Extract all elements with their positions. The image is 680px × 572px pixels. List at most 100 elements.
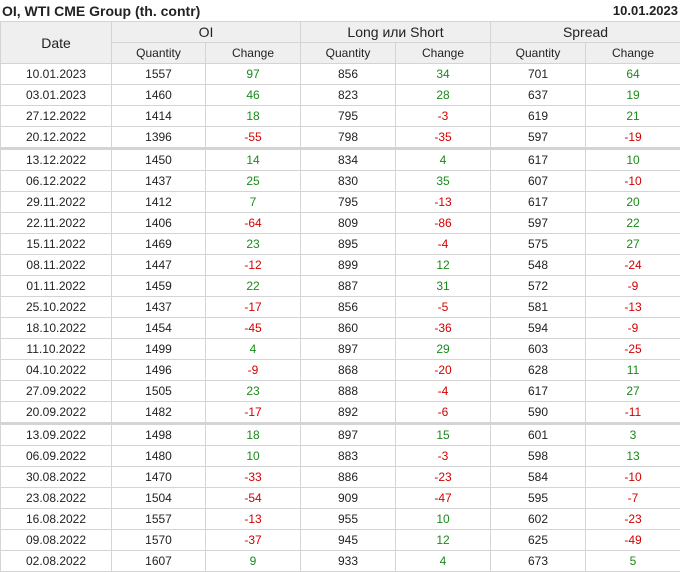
cell-spread-quantity: 581	[491, 297, 586, 318]
cell-date: 04.10.2022	[1, 360, 112, 381]
cell-date: 23.08.2022	[1, 488, 112, 509]
cell-oi-quantity: 1482	[112, 402, 206, 424]
cell-oi-change: -17	[206, 297, 301, 318]
cell-date: 15.11.2022	[1, 234, 112, 255]
cell-spread-quantity: 597	[491, 213, 586, 234]
cell-spread-change: -9	[586, 276, 680, 297]
cell-spread-change: -19	[586, 127, 680, 149]
cell-ls-quantity: 888	[301, 381, 396, 402]
cell-date: 25.10.2022	[1, 297, 112, 318]
cell-ls-quantity: 895	[301, 234, 396, 255]
cell-ls-change: -6	[396, 402, 491, 424]
cell-date: 13.09.2022	[1, 424, 112, 446]
cell-spread-quantity: 617	[491, 192, 586, 213]
cell-spread-change: -11	[586, 402, 680, 424]
cell-spread-quantity: 617	[491, 381, 586, 402]
cell-ls-change: -86	[396, 213, 491, 234]
cell-spread-change: 20	[586, 192, 680, 213]
cell-oi-quantity: 1557	[112, 509, 206, 530]
cell-spread-change: 11	[586, 360, 680, 381]
cell-ls-change: 28	[396, 85, 491, 106]
cell-ls-change: -35	[396, 127, 491, 149]
cell-ls-change: -3	[396, 106, 491, 127]
cell-ls-quantity: 945	[301, 530, 396, 551]
cell-spread-quantity: 619	[491, 106, 586, 127]
cell-spread-quantity: 628	[491, 360, 586, 381]
cell-oi-quantity: 1480	[112, 446, 206, 467]
cell-ls-change: -20	[396, 360, 491, 381]
cell-spread-quantity: 595	[491, 488, 586, 509]
cell-date: 03.01.2023	[1, 85, 112, 106]
header-group-oi: OI	[112, 22, 301, 43]
cell-date: 13.12.2022	[1, 149, 112, 171]
cell-date: 27.09.2022	[1, 381, 112, 402]
cell-ls-quantity: 909	[301, 488, 396, 509]
cell-oi-quantity: 1460	[112, 85, 206, 106]
cell-ls-quantity: 883	[301, 446, 396, 467]
cell-oi-change: 97	[206, 64, 301, 85]
cell-date: 06.09.2022	[1, 446, 112, 467]
cell-spread-change: 27	[586, 381, 680, 402]
header-spread-quantity: Quantity	[491, 43, 586, 64]
cell-spread-quantity: 575	[491, 234, 586, 255]
cell-ls-quantity: 933	[301, 551, 396, 572]
cell-ls-change: -3	[396, 446, 491, 467]
cell-oi-change: 7	[206, 192, 301, 213]
cell-ls-quantity: 798	[301, 127, 396, 149]
header-ls-quantity: Quantity	[301, 43, 396, 64]
cell-oi-change: 4	[206, 339, 301, 360]
cell-oi-change: 18	[206, 424, 301, 446]
cell-oi-change: -13	[206, 509, 301, 530]
cell-spread-change: 13	[586, 446, 680, 467]
cell-spread-change: -7	[586, 488, 680, 509]
cell-ls-change: 4	[396, 551, 491, 572]
cell-ls-quantity: 834	[301, 149, 396, 171]
header-group-long-short: Long или Short	[301, 22, 491, 43]
cell-spread-change: -25	[586, 339, 680, 360]
cell-date: 16.08.2022	[1, 509, 112, 530]
cell-spread-change: 27	[586, 234, 680, 255]
cell-ls-change: 15	[396, 424, 491, 446]
cell-oi-quantity: 1607	[112, 551, 206, 572]
cell-oi-quantity: 1437	[112, 171, 206, 192]
cell-spread-change: 22	[586, 213, 680, 234]
cell-spread-quantity: 637	[491, 85, 586, 106]
title-bar: OI, WTI CME Group (th. contr) 10.01.2023	[0, 0, 680, 21]
cell-oi-quantity: 1469	[112, 234, 206, 255]
cell-spread-quantity: 607	[491, 171, 586, 192]
cell-ls-quantity: 886	[301, 467, 396, 488]
cell-oi-change: -33	[206, 467, 301, 488]
cell-date: 18.10.2022	[1, 318, 112, 339]
cell-oi-quantity: 1498	[112, 424, 206, 446]
cell-oi-change: -64	[206, 213, 301, 234]
cell-ls-quantity: 887	[301, 276, 396, 297]
cell-oi-quantity: 1496	[112, 360, 206, 381]
cell-spread-change: -10	[586, 171, 680, 192]
header-date: Date	[1, 22, 112, 64]
cell-spread-quantity: 601	[491, 424, 586, 446]
cell-oi-change: -55	[206, 127, 301, 149]
cell-date: 08.11.2022	[1, 255, 112, 276]
cell-spread-quantity: 602	[491, 509, 586, 530]
cell-date: 20.12.2022	[1, 127, 112, 149]
cell-oi-change: -9	[206, 360, 301, 381]
cell-spread-change: -10	[586, 467, 680, 488]
cell-ls-quantity: 892	[301, 402, 396, 424]
cell-oi-change: 14	[206, 149, 301, 171]
cell-spread-quantity: 597	[491, 127, 586, 149]
cell-oi-quantity: 1412	[112, 192, 206, 213]
header-group-spread: Spread	[491, 22, 680, 43]
cell-oi-quantity: 1450	[112, 149, 206, 171]
cell-oi-quantity: 1459	[112, 276, 206, 297]
